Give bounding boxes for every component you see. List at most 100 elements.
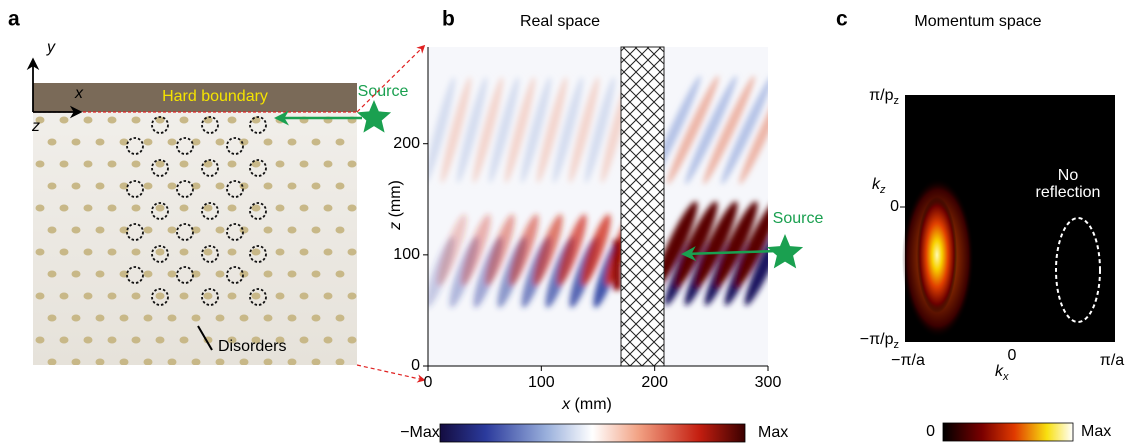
source-label: Source (358, 83, 409, 100)
hole (167, 226, 177, 234)
hole (215, 358, 225, 365)
source-star (766, 234, 804, 269)
hole (95, 182, 105, 190)
unit: (mm) (570, 396, 612, 413)
colorbar-min: 0 (926, 423, 935, 440)
panel-label: b (442, 8, 455, 31)
hole (323, 292, 333, 300)
wave-faint (685, 75, 737, 185)
disorder-circle (201, 116, 219, 134)
hole (335, 270, 345, 278)
disorder-circle (201, 202, 219, 220)
x-tick-label: 200 (641, 374, 668, 391)
disorder-circle (151, 245, 169, 263)
tick-sub: z (894, 339, 900, 351)
hole (311, 226, 321, 234)
disorder-circle (176, 137, 194, 155)
hole (59, 204, 69, 212)
hole (167, 270, 177, 278)
colorbar-max: Max (1081, 423, 1111, 440)
disorder-circle (151, 288, 169, 306)
hole (203, 248, 213, 256)
wave-red (437, 214, 467, 286)
hole (107, 160, 117, 168)
source-star (356, 100, 392, 133)
disorder-circle (126, 180, 144, 198)
hole (143, 138, 153, 146)
hole (360, 183, 369, 190)
hole (83, 160, 93, 168)
hole (215, 314, 225, 322)
hole (35, 204, 45, 212)
hole (311, 358, 321, 365)
x-tick-label: 0 (1008, 347, 1017, 364)
wave-red (533, 214, 563, 286)
hole (372, 249, 381, 256)
hole (131, 204, 141, 212)
hole (179, 160, 189, 168)
wave-faint (428, 76, 456, 184)
boundary (33, 83, 357, 112)
colorbar (942, 422, 1074, 442)
wave-faint (703, 75, 755, 185)
y-axis-label: z (mm) (387, 180, 404, 231)
hole (107, 336, 117, 344)
hole (107, 248, 117, 256)
hole (227, 248, 237, 256)
source-arrow (681, 246, 779, 262)
hole (155, 116, 165, 124)
hole (275, 292, 285, 300)
symbol: x (561, 396, 571, 413)
disorder-circle (226, 223, 244, 241)
y-tick-label: 0 (411, 357, 420, 374)
hole (323, 336, 333, 344)
hole (251, 116, 261, 124)
axis-label: z (31, 118, 40, 135)
symbol: k (872, 176, 881, 193)
hole (59, 248, 69, 256)
hole (179, 292, 189, 300)
hole (191, 182, 201, 190)
hole (372, 337, 381, 344)
y-axis-label: kz (872, 176, 886, 196)
wave-faint (504, 76, 536, 184)
hole (227, 292, 237, 300)
hole (275, 336, 285, 344)
wave-red (509, 214, 539, 286)
hole (347, 204, 357, 212)
y-tick-label: π/pz (869, 87, 899, 107)
hole (360, 139, 369, 146)
hole (143, 226, 153, 234)
hole (239, 270, 249, 278)
x-axis-label: kx (995, 363, 1009, 383)
hole (335, 182, 345, 190)
hole (335, 226, 345, 234)
disorder-circle (201, 245, 219, 263)
hole (131, 160, 141, 168)
hole (372, 205, 381, 212)
disorder-circle (226, 266, 244, 284)
wave-red (485, 214, 515, 286)
disorder-circle (176, 223, 194, 241)
hole (263, 270, 273, 278)
disorder-circles (126, 116, 267, 306)
hole (155, 160, 165, 168)
pointer (197, 325, 213, 351)
hole (59, 116, 69, 124)
hatched-region (620, 46, 665, 367)
x-tick-label: −π/a (891, 352, 925, 369)
hole (179, 116, 189, 124)
hole (119, 226, 129, 234)
hole (119, 138, 129, 146)
sub: z (879, 184, 886, 196)
hole (203, 292, 213, 300)
photo (33, 83, 357, 365)
disorder-circle (176, 266, 194, 284)
hole (372, 293, 381, 300)
hole (263, 358, 273, 365)
hole (71, 226, 81, 234)
hole (131, 292, 141, 300)
hole (71, 270, 81, 278)
hole (47, 358, 57, 365)
hole (47, 270, 57, 278)
